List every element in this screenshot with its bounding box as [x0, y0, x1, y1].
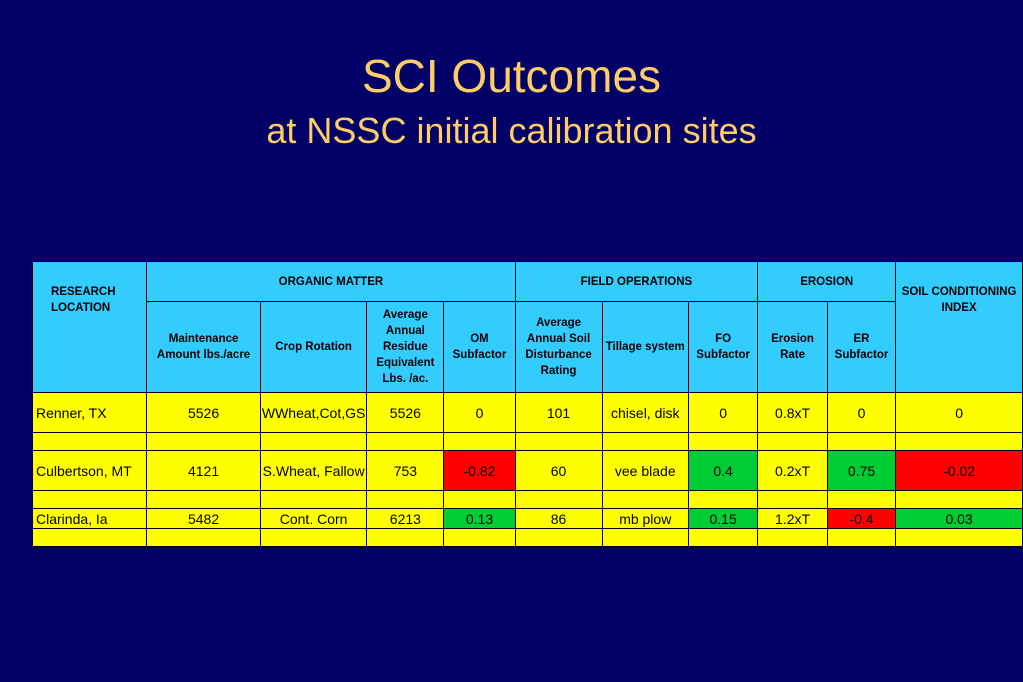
cell-disturbance: 86	[514, 508, 603, 529]
cell-erosion-rate: 0.2xT	[757, 450, 828, 491]
table-row: Culbertson, MT 4121 S.Wheat, Fallow 753 …	[31, 450, 1023, 491]
cell-sci: -0.02	[895, 450, 1023, 491]
cell-om-subfactor: 0	[443, 392, 516, 433]
cell-location: Clarinda, Ia	[31, 508, 148, 529]
cell-location: Culbertson, MT	[31, 450, 148, 491]
header-soil-conditioning-index: SOIL CONDITIONING INDEX	[895, 261, 1023, 393]
header-organic-matter: ORGANIC MATTER	[146, 261, 516, 302]
cell-tillage: vee blade	[601, 450, 689, 491]
cell-sci: 0.03	[895, 508, 1023, 529]
header-soil-disturbance: Average Annual Soil Disturbance Rating	[514, 301, 603, 393]
cell-fo-subfactor: 0.15	[687, 508, 759, 529]
header-erosion: EROSION	[757, 261, 897, 302]
cell-crop-rotation: S.Wheat, Fallow	[259, 450, 368, 491]
cell-er-subfactor: 0.75	[826, 450, 897, 491]
cell-residue: 753	[366, 450, 445, 491]
header-tillage-system: Tillage system	[601, 301, 689, 393]
table-row: Renner, TX 5526 WWheat,Cot,GS 5526 0 101…	[31, 392, 1023, 433]
slide-title: SCI Outcomes	[361, 50, 662, 102]
cell-maintenance: 5482	[146, 508, 261, 529]
cell-residue: 6213	[366, 508, 445, 529]
spacer-row	[31, 528, 1023, 547]
cell-er-subfactor: 0	[826, 392, 897, 433]
cell-location: Renner, TX	[31, 392, 148, 433]
header-crop-rotation: Crop Rotation	[259, 301, 368, 393]
cell-om-subfactor: 0.13	[443, 508, 516, 529]
header-erosion-rate: Erosion Rate	[757, 301, 828, 393]
cell-disturbance: 101	[514, 392, 603, 433]
header-er-subfactor: ER Subfactor	[826, 301, 897, 393]
header-research-location: RESEARCH LOCATION	[31, 261, 148, 393]
cell-maintenance: 5526	[146, 392, 261, 433]
cell-fo-subfactor: 0	[687, 392, 759, 433]
spacer-row	[31, 432, 1023, 451]
cell-om-subfactor: -0.82	[443, 450, 516, 491]
cell-er-subfactor: -0.4	[826, 508, 897, 529]
cell-crop-rotation: Cont. Corn	[259, 508, 368, 529]
header-maintenance-amount: Maintenance Amount lbs./acre	[146, 301, 261, 393]
header-fo-subfactor: FO Subfactor	[687, 301, 759, 393]
cell-disturbance: 60	[514, 450, 603, 491]
slide-subtitle: at NSSC initial calibration sites	[266, 110, 757, 151]
cell-sci: 0	[895, 392, 1023, 433]
cell-tillage: chisel, disk	[601, 392, 689, 433]
cell-erosion-rate: 1.2xT	[757, 508, 828, 529]
cell-residue: 5526	[366, 392, 445, 433]
cell-crop-rotation: WWheat,Cot,GS	[259, 392, 368, 433]
sci-outcomes-table: RESEARCH LOCATION ORGANIC MATTER FIELD O…	[31, 261, 1023, 547]
spacer-row	[31, 490, 1023, 509]
cell-maintenance: 4121	[146, 450, 261, 491]
cell-tillage: mb plow	[601, 508, 689, 529]
header-residue-equivalent: Average Annual Residue Equivalent Lbs. /…	[366, 301, 445, 393]
table-row: Clarinda, Ia 5482 Cont. Corn 6213 0.13 8…	[31, 508, 1023, 529]
cell-erosion-rate: 0.8xT	[757, 392, 828, 433]
header-om-subfactor: OM Subfactor	[443, 301, 516, 393]
cell-fo-subfactor: 0.4	[687, 450, 759, 491]
header-field-operations: FIELD OPERATIONS	[514, 261, 759, 302]
